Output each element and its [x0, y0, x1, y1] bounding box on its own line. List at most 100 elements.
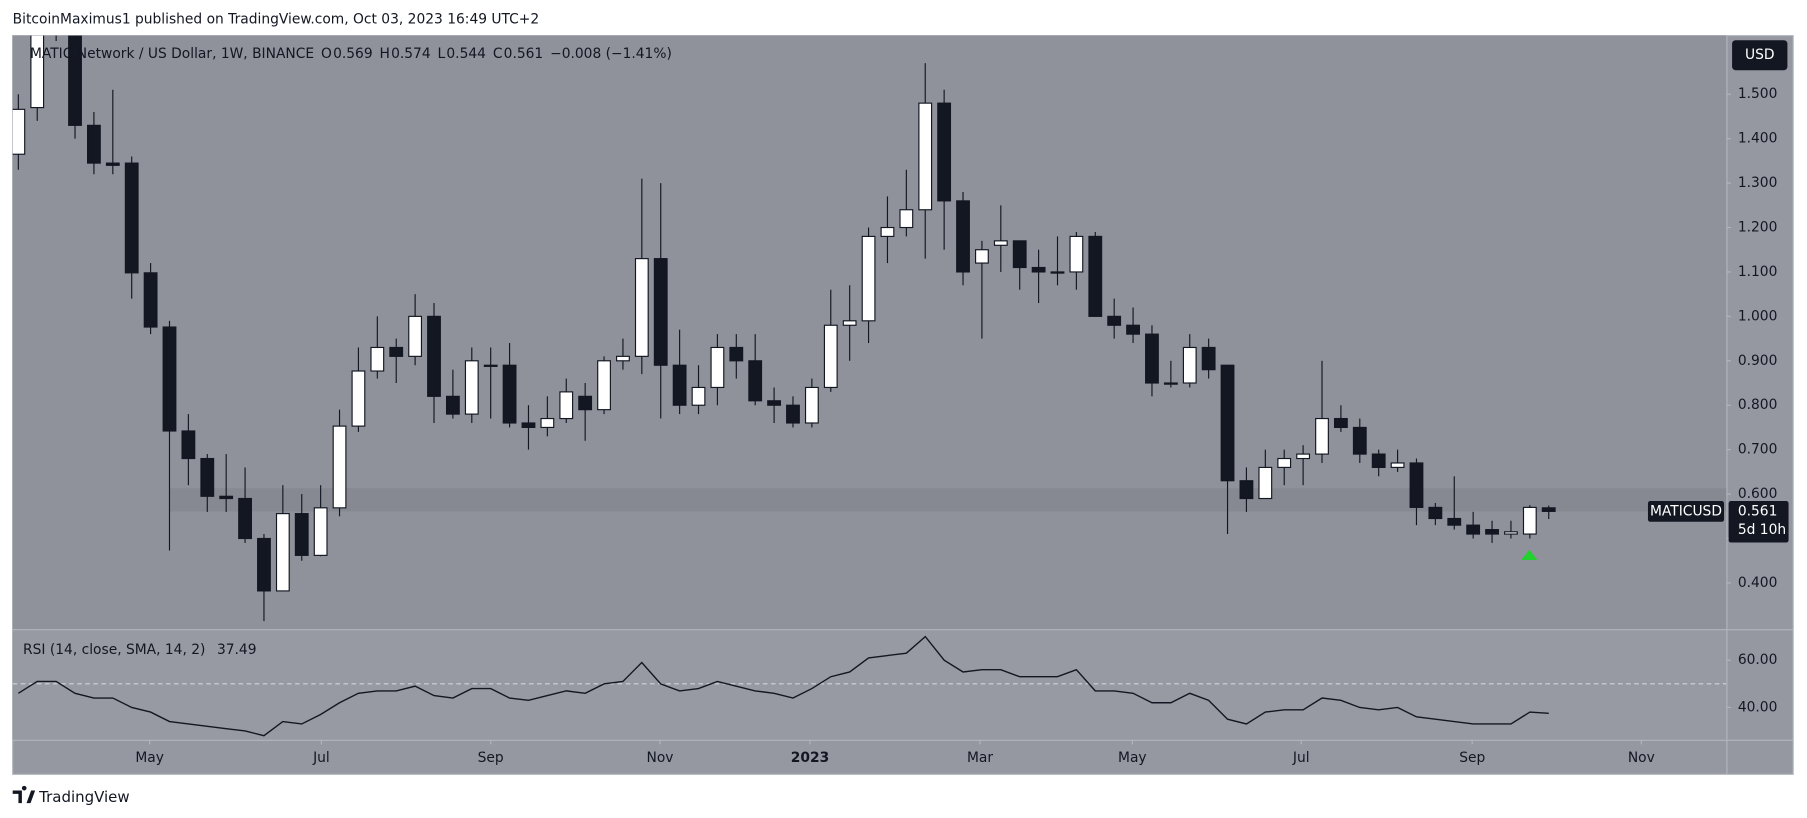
legend-letter: O [321, 46, 332, 62]
legend-title: MATIC Network / US Dollar, 1W, BINANCE [30, 46, 314, 62]
candle-body [672, 364, 687, 406]
candle-body [691, 386, 706, 406]
candle-body [1258, 466, 1273, 500]
currency-label: USD [1745, 47, 1775, 63]
y-tick-label: 1.500 [1738, 86, 1778, 102]
candle-body [143, 272, 158, 328]
candle-body [1504, 531, 1518, 535]
candle-body [257, 537, 271, 592]
candle-body [200, 457, 215, 497]
candle-body [370, 346, 385, 372]
candle-body [597, 360, 611, 411]
x-tick-label: May [135, 750, 164, 766]
candle-body [1333, 417, 1348, 429]
y-tick-label: 0.400 [1738, 575, 1778, 591]
candle-body [653, 258, 668, 366]
support-zone [169, 488, 1727, 512]
candle-body [445, 395, 460, 415]
candle-body [1466, 524, 1481, 535]
candle-body [634, 258, 649, 357]
candle-body [786, 404, 800, 424]
legend-value: 0.569 [333, 46, 373, 62]
candle-body [1126, 324, 1140, 335]
candle-body [68, 35, 82, 126]
candle-body [1050, 271, 1065, 274]
x-tick-label: Sep [1459, 750, 1485, 766]
candle-body [502, 364, 517, 424]
candle-body [1163, 382, 1178, 385]
symbol-label: MATICUSD [1650, 503, 1722, 519]
candle-body [427, 315, 441, 397]
rsi-tick-label: 60.00 [1738, 652, 1778, 668]
candle-body [1409, 462, 1424, 508]
up-arrow [1521, 549, 1538, 560]
rsi-legend: RSI (14, close, SMA, 14, 2) 37.49 [23, 642, 256, 658]
last-price-label: 0.561 [1738, 503, 1778, 519]
legend-letter: L [438, 46, 446, 62]
y-tick-label: 1.100 [1738, 264, 1778, 280]
candle-body [1182, 346, 1197, 384]
candle-body [1541, 507, 1556, 512]
candle-body [1390, 462, 1405, 468]
legend-value: 0.561 [504, 46, 544, 62]
candle-body [1088, 235, 1103, 317]
candle-body [1069, 235, 1084, 273]
x-tick-label: Nov [646, 750, 673, 766]
legend-letter: C [493, 46, 503, 62]
candle-body [1277, 457, 1292, 468]
price-plot [12, 35, 1727, 622]
y-tick-label: 0.600 [1738, 486, 1778, 502]
candle-body [464, 360, 479, 415]
y-tick-label: 1.000 [1738, 308, 1778, 324]
candle-body [767, 400, 782, 406]
candle-body [975, 249, 989, 264]
candle-body [1220, 364, 1235, 482]
candle-body [275, 513, 290, 592]
candle-body [616, 355, 630, 362]
candle-body [313, 507, 328, 556]
rsi-last-value: 37.49 [217, 642, 257, 658]
x-tick-label: Sep [478, 750, 504, 766]
legend-change: −0.008 (−1.41%) [550, 46, 672, 62]
candle-body [219, 495, 234, 500]
candle-body [748, 360, 763, 402]
candle-body [559, 391, 574, 420]
currency-button[interactable] [1732, 40, 1788, 71]
candle-body [1428, 506, 1443, 520]
x-tick-label: Jul [1292, 750, 1310, 766]
candle-body [918, 102, 933, 211]
y-tick-label: 0.800 [1738, 397, 1778, 413]
rsi-tick-label: 40.00 [1738, 699, 1778, 715]
x-tick-label: 2023 [791, 750, 829, 766]
candle-body [1485, 529, 1499, 535]
rsi-label: RSI (14, close, SMA, 14, 2) [23, 642, 205, 658]
candle-body [351, 370, 366, 427]
candle-body [956, 200, 970, 273]
candle-body [162, 326, 177, 432]
published-line: BitcoinMaximus1 published on TradingView… [13, 11, 539, 27]
x-tick-label: Jul [312, 750, 330, 766]
candle-body [842, 320, 857, 326]
candle-body [1315, 417, 1329, 455]
symbol-tag [1647, 501, 1725, 522]
x-tick-label: Mar [967, 750, 993, 766]
candle-body [87, 124, 101, 164]
x-tick-label: Nov [1628, 750, 1655, 766]
candle-body [12, 108, 26, 155]
candle-body [1296, 453, 1311, 460]
legend-value: 0.574 [391, 46, 431, 62]
candle-body [408, 315, 423, 357]
candle-body [105, 162, 120, 166]
candle-body [238, 497, 252, 540]
candle-body [861, 235, 876, 322]
y-tick-label: 1.200 [1738, 220, 1778, 236]
rsi-line [17, 635, 1549, 737]
candle-body [1371, 453, 1386, 468]
y-tick-label: 0.700 [1738, 442, 1778, 458]
candle-body [521, 422, 536, 429]
price-tag [1728, 501, 1789, 543]
candle-body [937, 102, 952, 202]
candle-body [823, 324, 838, 389]
